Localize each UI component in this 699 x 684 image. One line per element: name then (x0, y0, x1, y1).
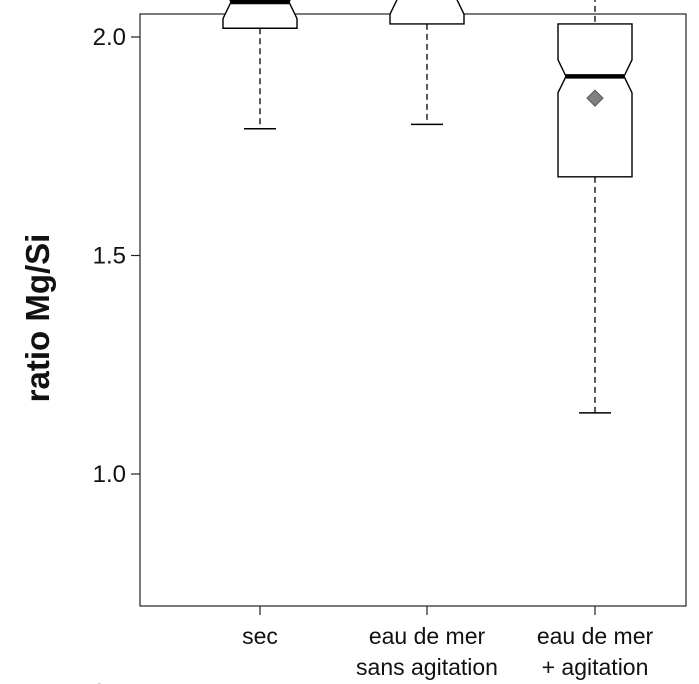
x-category-label: sans agitation (356, 654, 498, 680)
x-category-label: + agitation (542, 654, 649, 680)
x-category-label: eau de mer (369, 623, 486, 649)
box-body (389, 0, 465, 25)
y-tick-label: 1.0 (93, 461, 126, 488)
y-tick-label: 2.0 (93, 24, 126, 51)
y-tick-label: 0.5 (93, 680, 126, 684)
x-category-label: eau de mer (537, 623, 654, 649)
x-category-label: sec (242, 623, 278, 649)
mean-marker (586, 89, 604, 107)
box-body (222, 0, 298, 29)
y-tick-label: 1.5 (93, 243, 126, 270)
y-axis-label: ratio Mg/Si (19, 234, 56, 403)
